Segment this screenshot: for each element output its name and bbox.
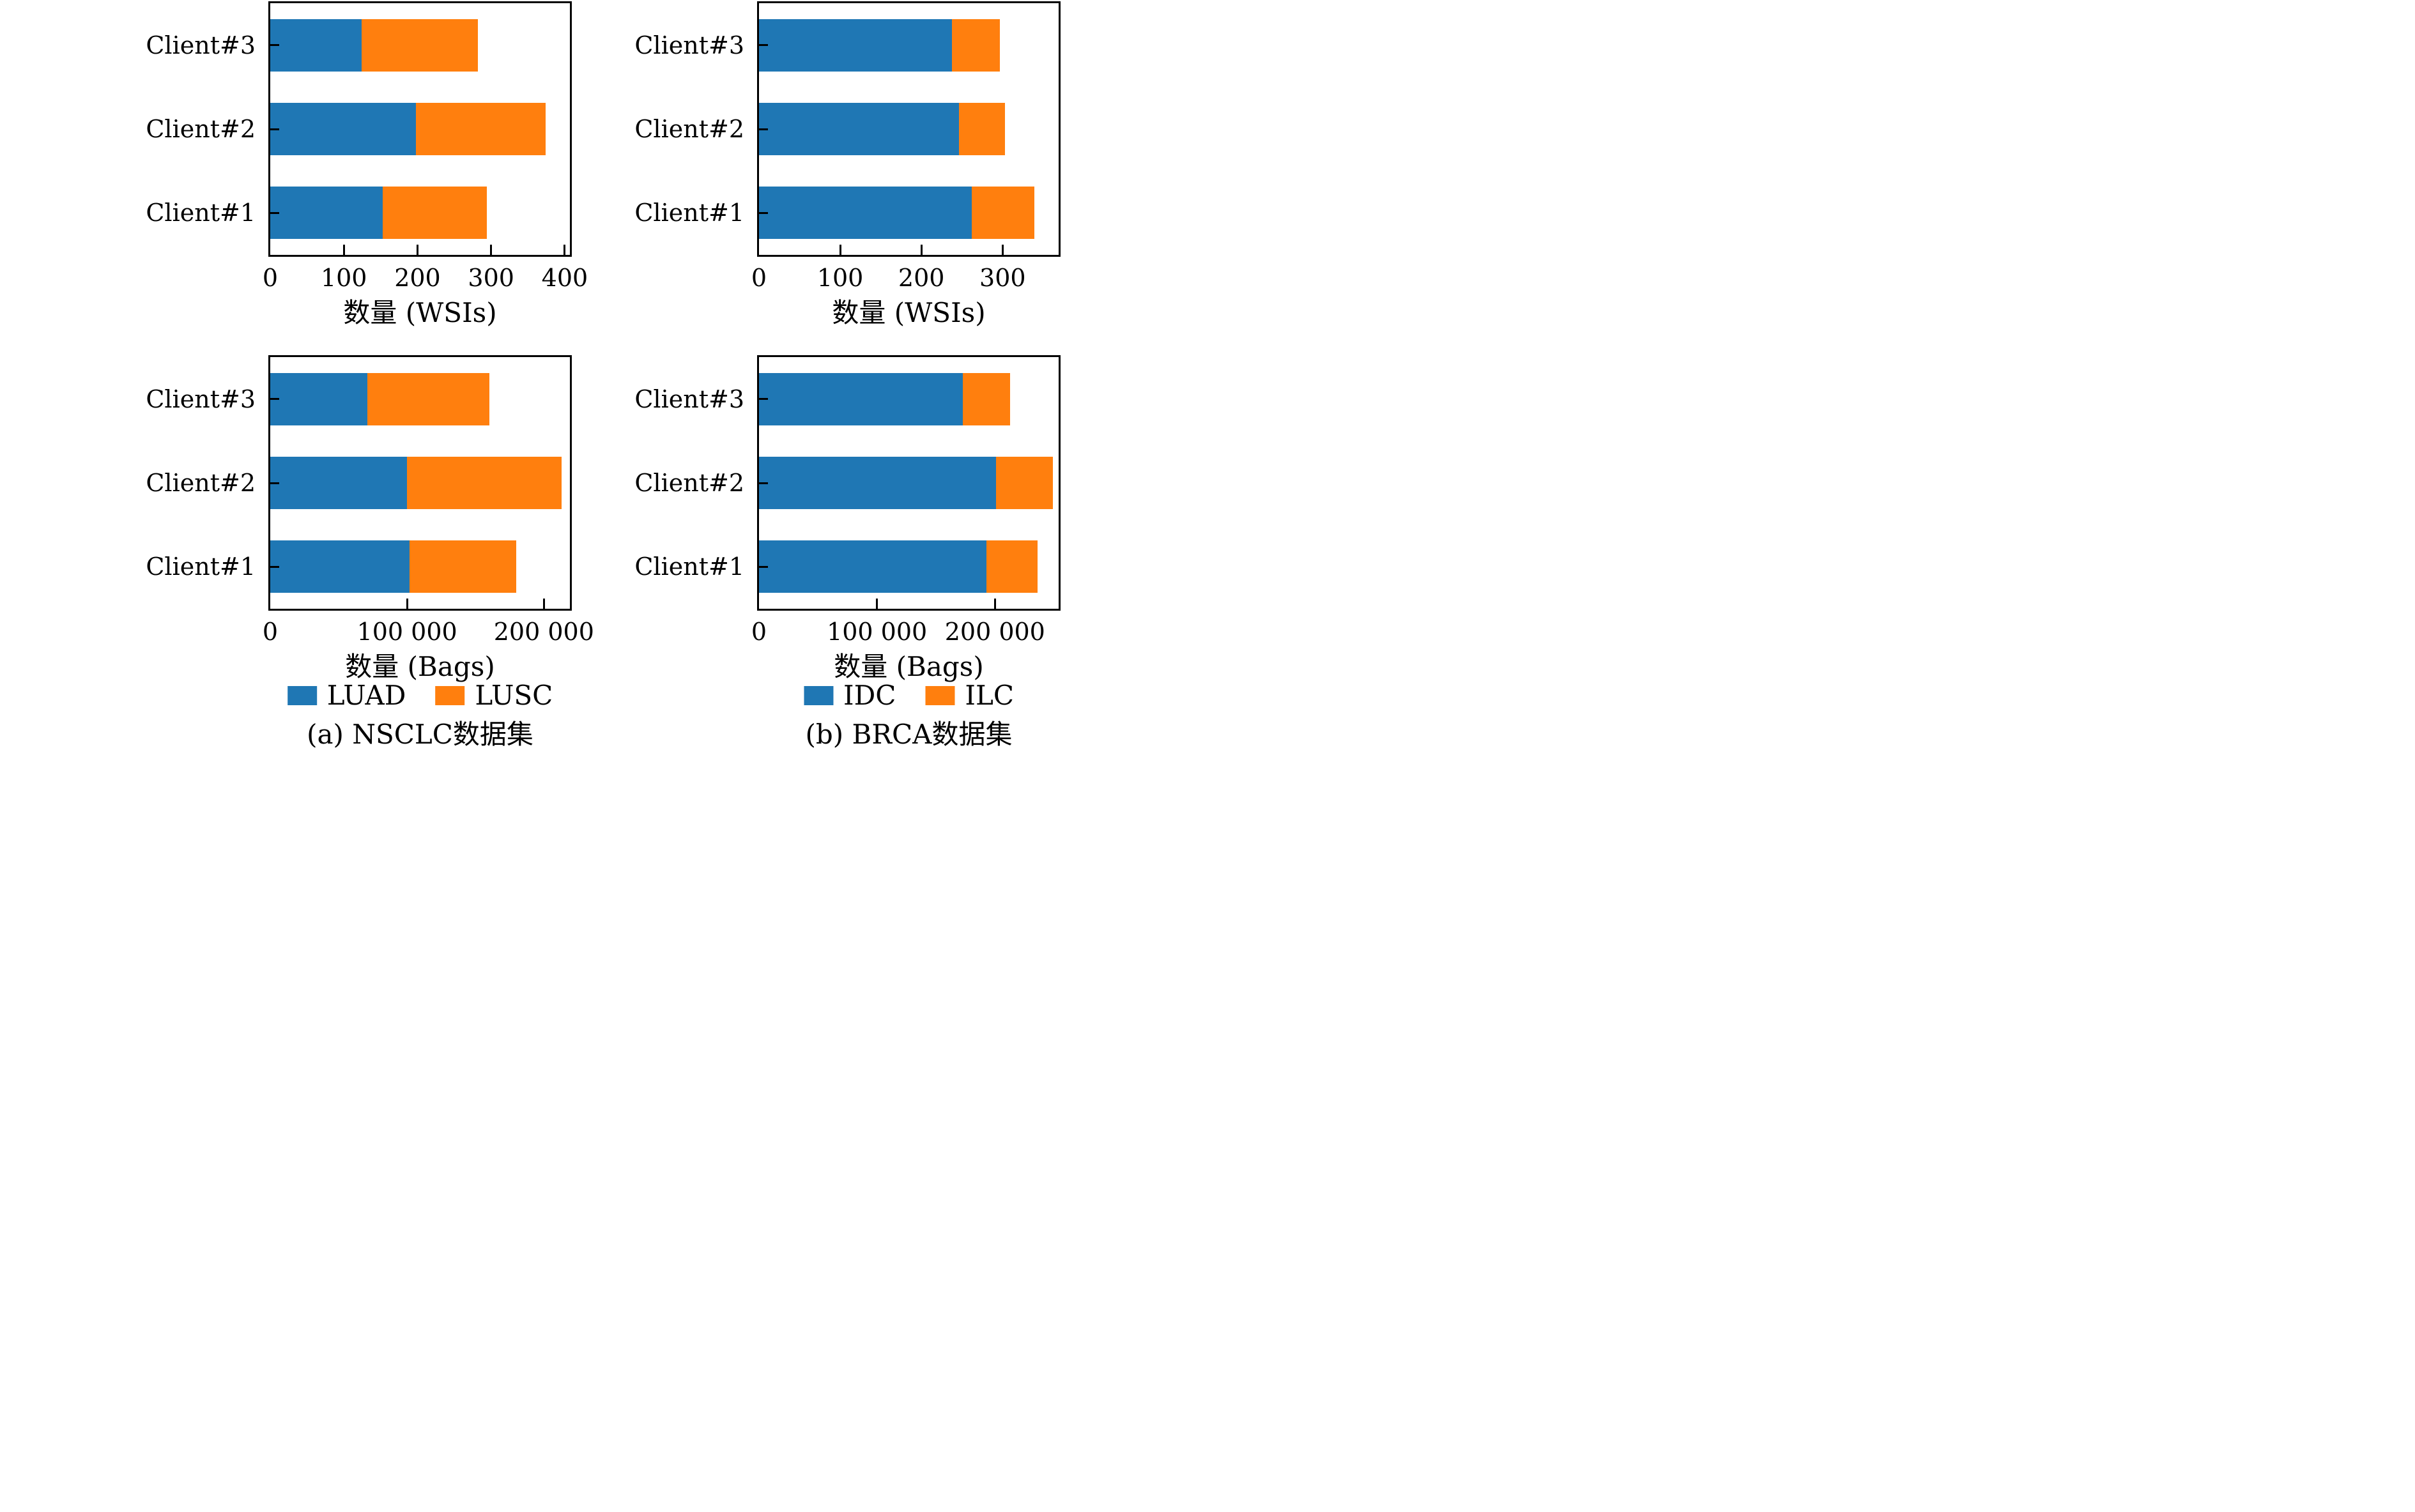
y-tick-label-client2: Client#2 — [146, 115, 256, 143]
idc-swatch-icon — [803, 686, 833, 705]
y-tick-label-client2: Client#2 — [634, 115, 744, 143]
y-tick-mark — [270, 398, 279, 401]
bar-segment-luad-client1 — [270, 187, 383, 240]
legend-item-luad: LUAD — [287, 680, 406, 711]
bar-segment-lusc-client2 — [416, 103, 546, 155]
y-tick-label-client3: Client#3 — [146, 31, 256, 59]
plot-area-brca-wsis — [757, 1, 1061, 257]
x-tick-label: 0 — [751, 264, 767, 292]
x-axis-label-nsclc-bags: 数量 (Bags) — [345, 651, 495, 682]
bar-segment-luad-client3 — [270, 372, 368, 425]
x-tick-mark — [920, 245, 923, 255]
bar-segment-idc-client1 — [759, 540, 987, 593]
bar-segment-idc-client2 — [759, 457, 997, 509]
bar-segment-ilc-client2 — [996, 457, 1053, 509]
legend-brca: IDC ILC — [803, 680, 1014, 711]
y-tick-mark — [759, 482, 768, 484]
x-tick-label: 0 — [751, 618, 767, 646]
x-tick-label: 400 — [541, 264, 588, 292]
x-tick-mark — [993, 599, 996, 609]
legend-item-ilc: ILC — [925, 681, 1014, 710]
y-tick-mark — [270, 211, 279, 214]
x-tick-label: 100 — [320, 264, 367, 292]
plot-area-brca-bags — [757, 355, 1061, 611]
x-tick-mark — [839, 245, 841, 255]
bar-segment-ilc-client3 — [963, 372, 1011, 425]
bar-segment-idc-client3 — [759, 19, 953, 72]
lusc-swatch-icon — [435, 686, 465, 705]
x-tick-mark — [406, 599, 408, 609]
bar-segment-lusc-client2 — [407, 457, 562, 509]
figure-canvas: Client#1 Client#2 Client#3 0 100 200 300 400 数量 … — [0, 0, 1208, 756]
plot-area-nsclc-wsis — [268, 1, 572, 257]
x-tick-mark — [542, 599, 545, 609]
y-tick-label-client1: Client#1 — [634, 553, 744, 581]
x-tick-label: 300 — [979, 264, 1026, 292]
y-tick-label-client1: Client#1 — [146, 553, 256, 581]
bar-segment-luad-client2 — [270, 457, 408, 509]
legend-label: LUSC — [475, 680, 553, 711]
y-tick-mark — [270, 565, 279, 568]
y-tick-mark — [759, 565, 768, 568]
y-tick-label-client2: Client#2 — [146, 469, 256, 497]
bar-segment-luad-client2 — [270, 103, 417, 155]
x-tick-label: 100 000 — [356, 618, 457, 646]
x-tick-label: 100 — [816, 264, 864, 292]
caption-a: (a) NSCLC数据集 — [307, 719, 533, 750]
y-tick-mark — [759, 44, 768, 47]
y-tick-label-client1: Client#1 — [634, 199, 744, 227]
y-tick-mark — [270, 128, 279, 130]
bar-segment-ilc-client2 — [958, 103, 1006, 155]
legend-nsclc: LUAD LUSC — [287, 680, 553, 711]
bar-segment-lusc-client3 — [361, 19, 478, 72]
bar-segment-ilc-client1 — [972, 187, 1034, 240]
x-tick-mark — [342, 245, 345, 255]
bar-segment-lusc-client3 — [367, 372, 489, 425]
y-tick-label-client3: Client#3 — [634, 385, 744, 413]
caption-b: (b) BRCA数据集 — [805, 719, 1013, 750]
x-tick-mark — [876, 599, 878, 609]
y-tick-mark — [759, 128, 768, 130]
ilc-swatch-icon — [925, 686, 955, 705]
bar-segment-luad-client3 — [270, 19, 362, 72]
legend-item-lusc: LUSC — [435, 681, 553, 710]
x-axis-label-nsclc-wsis: 数量 (WSIs) — [343, 297, 497, 328]
bar-segment-luad-client1 — [270, 540, 410, 593]
bar-segment-idc-client3 — [759, 372, 963, 425]
y-tick-label-client1: Client#1 — [146, 199, 256, 227]
bar-segment-idc-client2 — [759, 103, 959, 155]
x-tick-label: 100 000 — [827, 618, 928, 646]
bar-segment-lusc-client1 — [410, 540, 517, 593]
y-tick-mark — [759, 398, 768, 401]
x-tick-label: 200 000 — [944, 618, 1045, 646]
x-tick-mark — [490, 245, 493, 255]
y-tick-label-client3: Client#3 — [634, 31, 744, 59]
legend-label: ILC — [965, 680, 1015, 711]
x-axis-label-brca-bags: 数量 (Bags) — [834, 651, 984, 682]
x-tick-label: 300 — [468, 264, 514, 292]
legend-item-idc: IDC — [803, 680, 896, 711]
x-tick-label: 200 — [394, 264, 441, 292]
x-tick-label: 0 — [262, 618, 279, 646]
bar-segment-ilc-client1 — [986, 540, 1038, 593]
x-axis-label-brca-wsis: 数量 (WSIs) — [832, 297, 986, 328]
x-tick-mark — [416, 245, 418, 255]
y-tick-label-client3: Client#3 — [146, 385, 256, 413]
y-tick-mark — [270, 44, 279, 47]
legend-label: IDC — [843, 680, 896, 711]
y-tick-mark — [759, 211, 768, 214]
x-tick-label: 200 — [898, 264, 945, 292]
luad-swatch-icon — [287, 686, 317, 705]
legend-label: LUAD — [326, 680, 406, 711]
x-tick-mark — [564, 245, 566, 255]
plot-area-nsclc-bags — [268, 355, 572, 611]
y-tick-label-client2: Client#2 — [634, 469, 744, 497]
bar-segment-idc-client1 — [759, 187, 972, 240]
x-tick-label: 200 000 — [493, 618, 594, 646]
bar-segment-lusc-client1 — [383, 187, 487, 240]
x-tick-label: 0 — [262, 264, 279, 292]
x-tick-mark — [1001, 245, 1004, 255]
bar-segment-ilc-client3 — [952, 19, 1000, 72]
y-tick-mark — [270, 482, 279, 484]
